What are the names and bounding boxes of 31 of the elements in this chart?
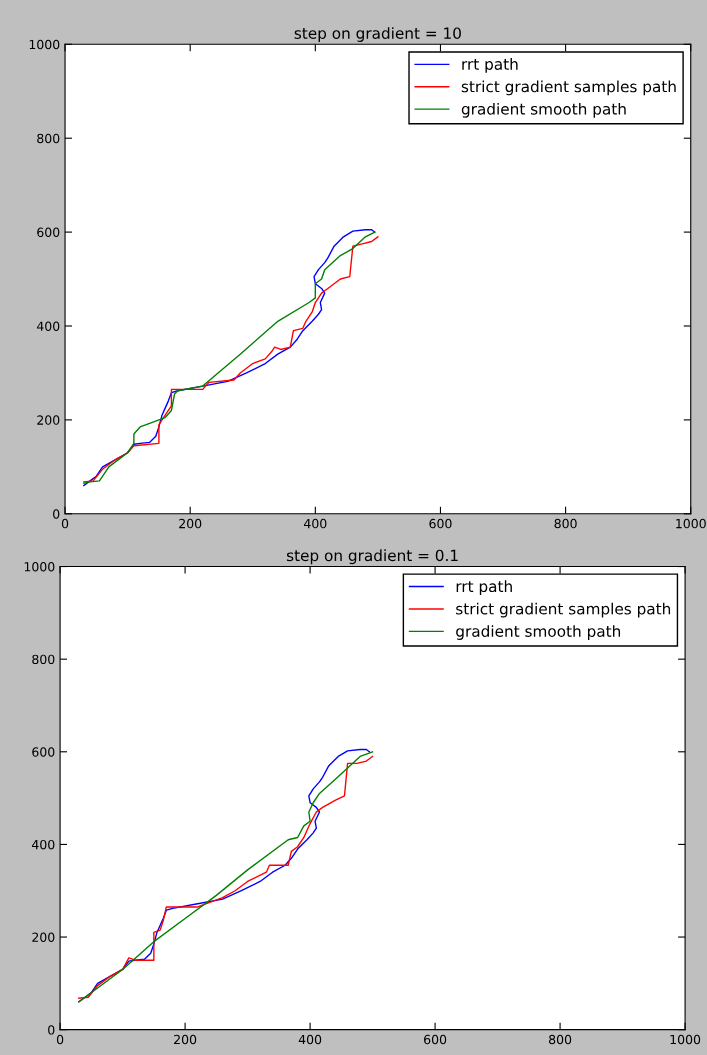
chart-title: step on gradient = 0.1 [286, 549, 458, 565]
y-tick-label: 800 [32, 654, 55, 665]
legend-label: strict gradient samples path [461, 80, 676, 96]
legend-label: strict gradient samples path [456, 602, 671, 618]
y-tick-label: 800 [37, 133, 60, 144]
y-tick-label: 400 [31, 839, 55, 850]
x-tick-label: 200 [179, 518, 202, 529]
y-tick-label: 1000 [24, 562, 55, 572]
x-tick-label: 200 [174, 1034, 197, 1045]
x-tick-label: 1000 [670, 1034, 701, 1045]
legend-label: gradient smooth path [461, 102, 626, 118]
legend-label: rrt path [462, 58, 518, 73]
x-tick-label: 600 [429, 518, 452, 529]
y-tick-label: 200 [37, 415, 60, 425]
x-tick-label: 600 [424, 1034, 447, 1045]
y-tick-label: 0 [48, 1025, 55, 1035]
legend-label: gradient smooth path [456, 625, 621, 640]
y-tick-label: 0 [53, 509, 60, 519]
y-tick-label: 200 [32, 932, 55, 942]
x-tick-label: 800 [549, 1034, 572, 1045]
x-tick-label: 400 [304, 518, 327, 529]
y-tick-label: 400 [36, 321, 60, 331]
x-tick-label: 1000 [676, 518, 706, 529]
chart-title: step on gradient = 10 [294, 27, 461, 42]
legend-label: rrt path [456, 580, 512, 596]
y-tick-label: 600 [32, 747, 55, 757]
y-tick-label: 600 [37, 227, 60, 238]
y-tick-label: 1000 [29, 39, 60, 50]
x-tick-label: 400 [298, 1034, 322, 1045]
x-tick-label: 800 [554, 518, 577, 529]
x-tick-label: 0 [61, 518, 69, 529]
